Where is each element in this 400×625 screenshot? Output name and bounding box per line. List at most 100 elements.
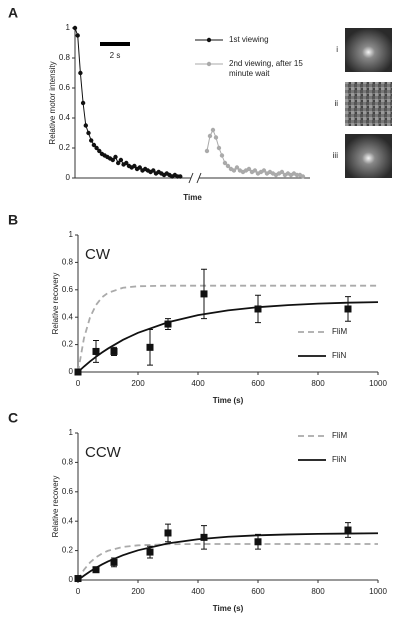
x-axis-label: Time (s) xyxy=(213,396,244,405)
data-point xyxy=(146,548,154,556)
data-point xyxy=(200,290,208,298)
data-point xyxy=(115,160,121,166)
data-point xyxy=(78,70,83,76)
x-axis-label: Time xyxy=(183,193,202,202)
x-tick-label: 0 xyxy=(76,587,81,596)
series-line xyxy=(77,301,379,373)
data-point xyxy=(344,305,352,313)
data-point xyxy=(254,305,262,313)
panel-letter: C xyxy=(8,410,18,426)
x-tick-label: 1000 xyxy=(369,379,387,388)
legend-entry: FliM xyxy=(332,431,348,440)
x-tick-label: 800 xyxy=(311,587,325,596)
scale-bar-label: 2 s xyxy=(110,51,121,60)
data-point xyxy=(151,168,156,173)
legend-entry: 1st viewing xyxy=(229,35,269,44)
y-tick-label: 0.8 xyxy=(59,53,71,62)
data-point xyxy=(219,153,225,158)
y-axis-label: Relative recovery xyxy=(51,273,60,335)
data-point xyxy=(164,529,172,537)
data-point xyxy=(222,160,228,166)
data-point xyxy=(91,142,97,148)
data-point xyxy=(213,135,219,140)
data-point xyxy=(74,575,82,583)
series-line xyxy=(77,284,378,373)
y-tick-label: 0.4 xyxy=(59,113,71,122)
data-point xyxy=(72,25,78,31)
y-tick-label: 0.4 xyxy=(62,516,74,525)
data-point xyxy=(252,168,258,173)
x-tick-label: 800 xyxy=(311,379,325,388)
inset-image xyxy=(345,28,392,72)
data-point xyxy=(216,145,222,151)
x-tick-label: 400 xyxy=(191,379,205,388)
y-axis-label: Relative recovery xyxy=(51,476,60,538)
legend-entry: FliM xyxy=(332,327,348,336)
y-tick-label: 0.2 xyxy=(62,546,74,555)
data-point xyxy=(204,148,210,154)
legend-label: FliN xyxy=(332,455,347,464)
data-point xyxy=(83,123,88,128)
data-point xyxy=(92,347,100,355)
legend-entry: FliN xyxy=(332,455,347,464)
legend-label: 1st viewing xyxy=(229,35,269,44)
x-tick-label: 1000 xyxy=(369,587,387,596)
x-tick-label: 600 xyxy=(251,587,265,596)
y-tick-label: 0 xyxy=(69,575,74,584)
axis-break xyxy=(188,172,194,184)
data-point xyxy=(94,145,99,151)
legend-entry: 2nd viewing, after 15 minute wait xyxy=(229,59,303,78)
x-tick-label: 600 xyxy=(251,379,265,388)
inset-image xyxy=(345,134,392,178)
panel-letter: B xyxy=(8,212,18,228)
data-point xyxy=(137,165,142,170)
data-point xyxy=(110,558,118,566)
panel-letter: A xyxy=(8,5,18,21)
legend-marker xyxy=(206,37,212,43)
legend-label: 2nd viewing, after 15 minute wait xyxy=(229,59,303,78)
inset-label: i xyxy=(336,45,338,54)
data-point xyxy=(210,127,216,133)
data-point xyxy=(261,168,267,173)
legend-label: FliM xyxy=(332,431,348,440)
data-point xyxy=(200,533,208,541)
data-point xyxy=(234,165,240,170)
y-tick-label: 1 xyxy=(66,23,71,32)
legend-marker xyxy=(206,61,212,67)
x-tick-label: 200 xyxy=(131,587,145,596)
y-tick-label: 0.6 xyxy=(62,487,74,496)
data-point xyxy=(231,168,237,173)
data-point xyxy=(80,100,86,106)
data-point xyxy=(132,163,137,169)
legend-label: FliM xyxy=(332,327,348,336)
legend-label: FliN xyxy=(332,351,347,360)
y-tick-label: 0.6 xyxy=(59,83,71,92)
x-tick-label: 0 xyxy=(76,379,81,388)
series-line xyxy=(74,27,181,178)
data-point xyxy=(344,526,352,534)
data-point xyxy=(110,347,118,355)
data-point xyxy=(97,148,102,154)
data-point xyxy=(225,163,231,169)
y-tick-label: 0.8 xyxy=(62,458,74,467)
inset-label: iii xyxy=(333,151,339,160)
data-point xyxy=(146,343,154,351)
axis-break xyxy=(196,172,202,184)
data-point xyxy=(86,130,91,136)
annotation: CW xyxy=(85,246,111,263)
data-point xyxy=(164,320,172,328)
inset-label: ii xyxy=(334,99,338,108)
data-point xyxy=(178,174,183,179)
x-tick-label: 400 xyxy=(191,587,205,596)
data-point xyxy=(88,138,94,143)
x-axis-label: Time (s) xyxy=(213,604,244,613)
y-tick-label: 0.2 xyxy=(59,143,71,152)
series-line xyxy=(77,532,379,581)
x-tick-label: 200 xyxy=(131,379,145,388)
data-point xyxy=(300,174,306,179)
data-point xyxy=(246,166,252,172)
data-point xyxy=(92,566,100,574)
data-point xyxy=(110,157,115,163)
y-tick-label: 0.2 xyxy=(62,340,74,349)
